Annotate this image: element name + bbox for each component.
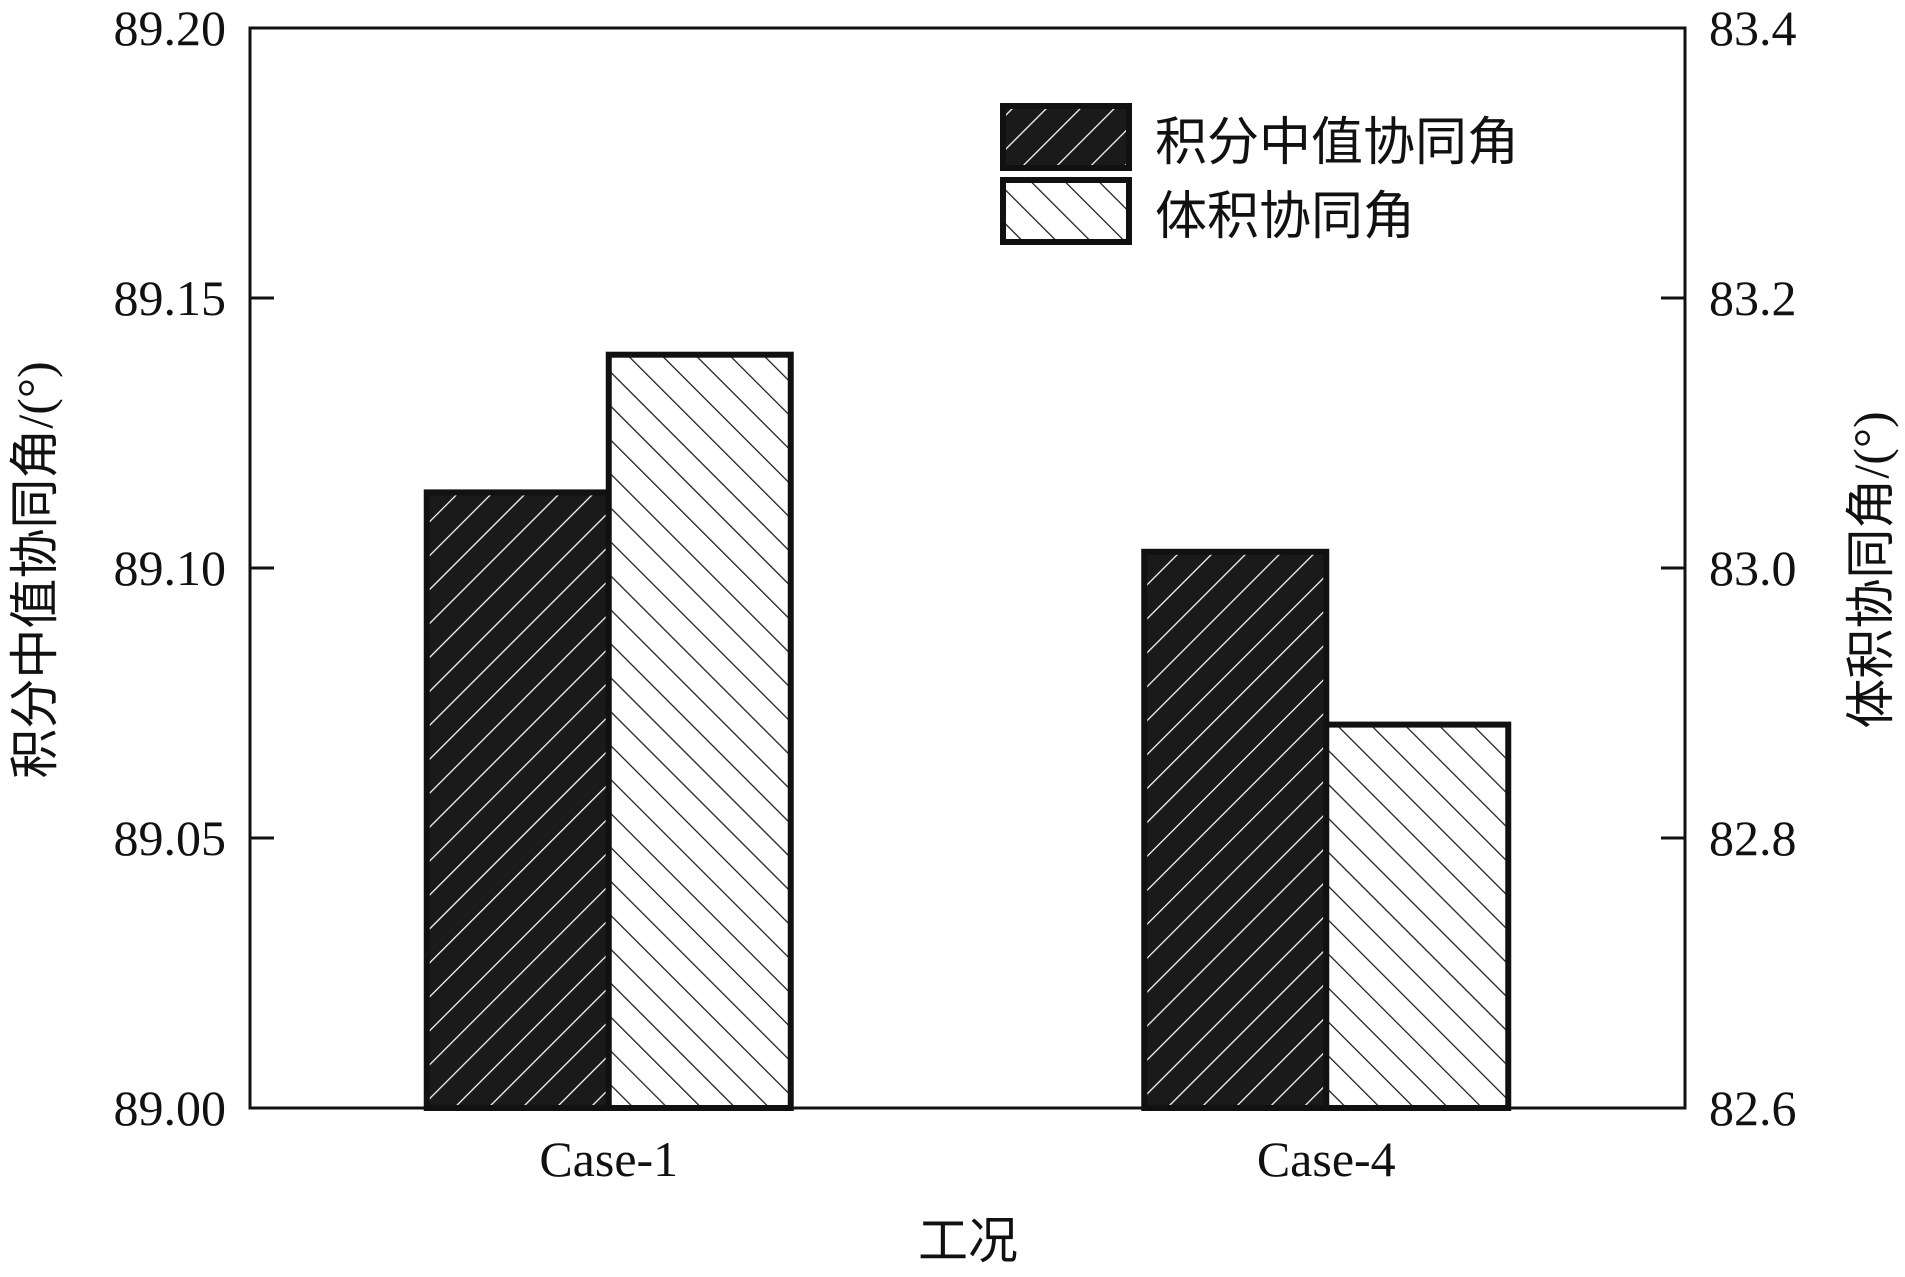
- x-tick-label: Case-4: [1257, 1131, 1396, 1187]
- bar-series-2-case-1: [605, 351, 794, 1111]
- legend-swatch-series-1: [1000, 103, 1132, 171]
- bar-series-1-case-4: [1141, 548, 1330, 1111]
- left-y-tick-label: 89.15: [114, 270, 227, 326]
- legend-label-series-2: 体积协同角: [1155, 189, 1415, 246]
- left-y-tick-label: 89.10: [114, 540, 227, 596]
- x-tick-label: Case-1: [539, 1131, 678, 1187]
- bar-series-1-case-1: [423, 489, 612, 1111]
- legend: 积分中值协同角 体积协同角: [1000, 103, 1519, 246]
- axes-layer: Case-1 Case-4 89.00 89.05 89.10 89.15 89.20 82.…: [114, 0, 1797, 1187]
- right-y-tick-label: 83.0: [1709, 540, 1797, 596]
- right-y-tick-label: 82.8: [1709, 810, 1797, 866]
- legend-swatch-series-2: [1000, 177, 1132, 245]
- left-y-tick-label: 89.20: [114, 0, 227, 56]
- right-y-tick-label: 83.2: [1709, 270, 1797, 326]
- legend-label-series-1: 积分中值协同角: [1155, 115, 1519, 172]
- left-y-tick-label: 89.05: [114, 810, 227, 866]
- right-y-tick-label: 83.4: [1709, 0, 1797, 56]
- left-y-tick-label: 89.00: [114, 1080, 227, 1136]
- right-y-axis-title: 体积协同角/(°): [1843, 411, 1899, 728]
- right-y-tick-label: 82.6: [1709, 1080, 1797, 1136]
- x-axis-title: 工况: [918, 1213, 1018, 1269]
- bar-series-2-case-4: [1323, 721, 1512, 1111]
- left-y-axis-title: 积分中值协同角/(°): [7, 361, 63, 778]
- bars-layer: [423, 351, 1512, 1111]
